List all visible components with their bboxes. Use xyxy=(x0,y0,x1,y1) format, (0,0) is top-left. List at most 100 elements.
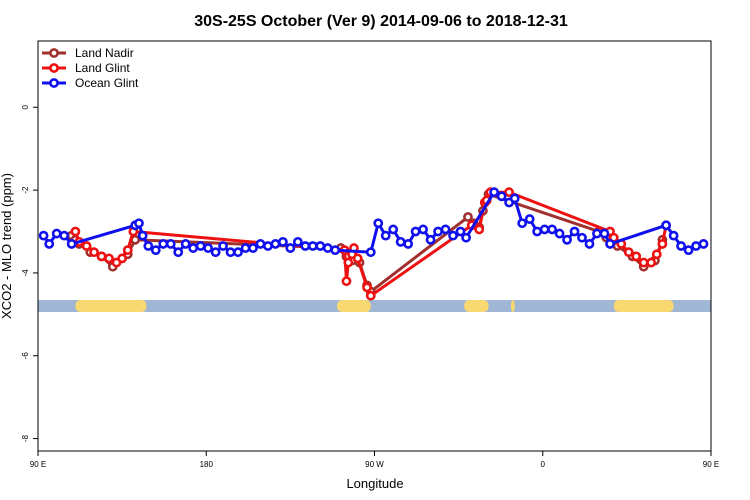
data-point-ocean-glint xyxy=(496,191,507,202)
data-point-land-glint xyxy=(362,282,372,293)
data-point-ocean-glint xyxy=(188,243,199,253)
data-point-ocean-glint xyxy=(691,241,701,251)
data-point-land-glint xyxy=(117,253,128,264)
data-point-ocean-glint xyxy=(233,247,243,258)
data-point-ocean-glint xyxy=(661,220,672,231)
x-tick-label: 180 xyxy=(200,460,214,469)
data-point-land-nadir xyxy=(463,212,473,222)
y-axis: 0 -2 -4 -6 -8 xyxy=(21,104,38,442)
data-point-ocean-glint xyxy=(539,224,550,235)
legend-item-land-nadir: Land Nadir xyxy=(42,46,134,60)
data-point-ocean-glint xyxy=(300,241,311,251)
data-point-ocean-glint xyxy=(433,226,443,237)
data-point-ocean-glint xyxy=(517,218,528,229)
data-point-ocean-glint xyxy=(532,226,543,237)
y-tick-label: -8 xyxy=(21,434,30,442)
x-axis-label: Longitude xyxy=(346,476,403,491)
data-point-land-glint xyxy=(474,224,485,235)
series-land-nadir xyxy=(66,189,668,297)
data-point-land-glint xyxy=(651,249,662,260)
data-point-ocean-glint xyxy=(577,232,587,243)
ocean-band xyxy=(38,300,711,313)
data-point-land-glint xyxy=(638,257,649,268)
data-point-ocean-glint xyxy=(562,234,572,245)
data-point-ocean-glint xyxy=(173,247,184,258)
data-point-land-glint xyxy=(89,247,99,258)
data-point-land-glint xyxy=(657,239,668,249)
legend-item-ocean-glint: Ocean Glint xyxy=(42,76,139,90)
data-point-ocean-glint xyxy=(524,214,535,224)
data-point-ocean-glint xyxy=(605,239,615,249)
x-tick-label: 90 W xyxy=(365,460,384,469)
data-point-ocean-glint xyxy=(461,232,472,243)
data-point-ocean-glint xyxy=(455,226,466,237)
data-point-ocean-glint xyxy=(285,243,296,253)
land-segment xyxy=(75,300,147,313)
legend-label: Land Nadir xyxy=(75,46,134,60)
data-point-ocean-glint xyxy=(676,241,686,251)
data-point-ocean-glint xyxy=(489,187,500,198)
data-point-ocean-glint xyxy=(143,241,154,251)
data-point-ocean-glint xyxy=(440,224,451,235)
legend-label: Land Glint xyxy=(75,61,130,75)
legend-swatch-marker xyxy=(49,48,59,58)
data-point-ocean-glint xyxy=(180,239,191,249)
data-point-land-glint xyxy=(104,253,114,264)
data-point-ocean-glint xyxy=(263,241,273,251)
data-point-ocean-glint xyxy=(365,247,376,258)
data-point-ocean-glint xyxy=(203,243,214,253)
data-point-ocean-glint xyxy=(134,218,144,229)
data-point-land-glint xyxy=(81,241,92,251)
land-segment xyxy=(510,300,515,313)
data-point-ocean-glint xyxy=(403,239,414,249)
data-point-land-glint xyxy=(341,276,352,287)
x-tick-label: 0 xyxy=(541,460,546,469)
data-point-ocean-glint xyxy=(44,239,55,249)
series-layer xyxy=(38,187,709,301)
data-point-ocean-glint xyxy=(395,236,406,247)
data-point-ocean-glint xyxy=(165,239,176,249)
data-point-ocean-glint xyxy=(270,239,281,249)
data-point-ocean-glint xyxy=(322,243,333,253)
legend-item-land-glint: Land Glint xyxy=(42,61,130,75)
data-point-ocean-glint xyxy=(592,228,602,239)
y-tick-label: -2 xyxy=(21,186,30,194)
data-point-ocean-glint xyxy=(218,241,228,251)
land-segment xyxy=(613,300,674,313)
data-point-ocean-glint xyxy=(277,236,288,247)
data-point-land-glint xyxy=(352,253,363,264)
data-point-ocean-glint xyxy=(584,239,595,249)
data-point-ocean-glint xyxy=(698,239,709,249)
data-point-ocean-glint xyxy=(158,239,169,249)
data-point-ocean-glint xyxy=(448,230,458,241)
data-point-ocean-glint xyxy=(210,247,221,258)
data-point-ocean-glint xyxy=(38,230,49,241)
land-ocean-band xyxy=(38,300,711,313)
data-point-ocean-glint xyxy=(255,239,266,249)
data-point-land-glint xyxy=(623,247,634,258)
data-point-land-glint xyxy=(504,187,514,198)
x-axis: 90 E 180 90 W 0 90 E xyxy=(30,451,719,469)
data-point-ocean-glint xyxy=(599,228,610,239)
land-segment xyxy=(337,300,371,313)
x-tick-label: 90 E xyxy=(703,460,719,469)
y-tick-label: 0 xyxy=(21,104,30,109)
data-point-ocean-glint xyxy=(410,226,421,237)
y-axis-label: XCO2 - MLO trend (ppm) xyxy=(0,173,14,319)
data-point-ocean-glint xyxy=(150,245,161,256)
data-point-ocean-glint xyxy=(51,228,62,239)
y-tick-label: -4 xyxy=(21,269,30,277)
data-point-land-glint xyxy=(70,226,81,237)
data-point-ocean-glint xyxy=(59,230,70,241)
data-point-ocean-glint xyxy=(380,230,391,241)
data-point-ocean-glint xyxy=(425,234,436,245)
data-point-ocean-glint xyxy=(240,243,251,253)
data-point-ocean-glint xyxy=(330,245,341,256)
legend-label: Ocean Glint xyxy=(75,76,139,90)
y-tick-label: -6 xyxy=(21,352,30,360)
data-point-land-glint xyxy=(631,251,642,262)
legend-swatch-marker xyxy=(49,63,59,73)
chart-title: 30S-25S October (Ver 9) 2014-09-06 to 20… xyxy=(194,13,568,30)
